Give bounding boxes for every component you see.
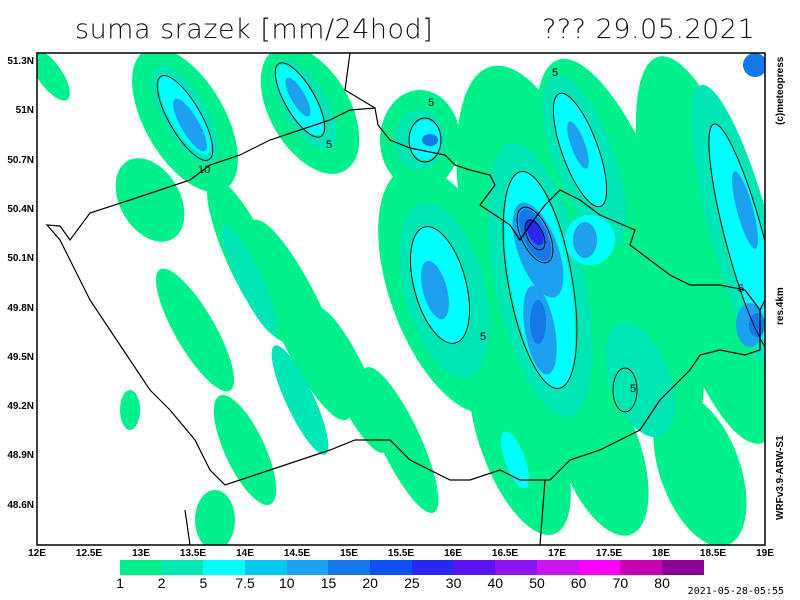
lon-tick-label: 13.5E xyxy=(179,548,207,559)
lat-tick-label: 49.5N xyxy=(7,351,34,363)
lat-tick-label: 48.9N xyxy=(7,450,34,462)
colorbar-swatch xyxy=(411,560,454,575)
map-date: ??? 29.05.2021 xyxy=(542,14,756,45)
copyright-label: (c)meteopress xyxy=(775,56,786,125)
contour-label: 5 xyxy=(428,97,434,109)
colorbar-label: 15 xyxy=(320,575,337,591)
lat-tick-label: 50.1N xyxy=(7,253,34,265)
colorbar-swatch xyxy=(578,560,621,575)
lon-tick-label: 16E xyxy=(444,548,462,559)
lat-tick-label: 49.2N xyxy=(7,401,34,413)
precipitation-fields xyxy=(37,53,765,545)
lon-tick-label: 13E xyxy=(132,548,150,559)
lon-tick-label: 18.5E xyxy=(699,548,727,559)
colorbar-label: 7.5 xyxy=(235,575,255,591)
resolution-label: res.4km xyxy=(775,287,786,325)
colorbar-swatch xyxy=(661,560,704,575)
lat-tick-label: 48.6N xyxy=(7,499,34,511)
map-frame xyxy=(36,52,766,546)
contour-label: 10 xyxy=(198,164,210,176)
lon-tick-label: 15E xyxy=(340,548,358,559)
colorbar-label: 60 xyxy=(570,575,587,591)
colorbar-label: 5 xyxy=(199,575,208,591)
colorbar-swatch xyxy=(453,560,496,575)
contour-label: 5 xyxy=(630,383,636,395)
lat-tick-label: 50.7N xyxy=(7,154,34,166)
colorbar-label: 2 xyxy=(157,575,166,591)
colorbar-label: 25 xyxy=(404,575,420,591)
colorbar-label: 40 xyxy=(487,575,504,591)
lon-tick-label: 14.5E xyxy=(283,548,311,559)
colorbar-label: 10 xyxy=(279,575,295,591)
lon-tick-label: 12E xyxy=(28,548,46,559)
colorbar-label: 80 xyxy=(654,575,670,591)
precip-25mm xyxy=(526,218,544,246)
lat-tick-label: 49.8N xyxy=(7,302,34,314)
lon-tick-label: 17.5E xyxy=(595,548,623,559)
colorbar-swatch xyxy=(120,560,162,575)
colorbar xyxy=(120,560,704,575)
lon-tick-label: 18E xyxy=(652,548,670,559)
contours-5mm xyxy=(156,62,765,413)
lat-tick-label: 51N xyxy=(15,105,34,117)
country-borders xyxy=(45,53,765,545)
contour-label: 5 xyxy=(738,283,744,295)
colorbar-swatch xyxy=(495,560,537,575)
colorbar-swatch xyxy=(203,560,246,575)
colorbar-swatch xyxy=(370,560,412,575)
colorbar-label: 30 xyxy=(445,575,462,591)
contour-label: 5 xyxy=(326,139,332,151)
colorbar-label: 50 xyxy=(529,575,545,591)
lon-tick-label: 15.5E xyxy=(387,548,415,559)
map-title: suma srazek [mm/24hod] xyxy=(75,14,434,45)
colorbar-swatch xyxy=(536,560,579,575)
lon-tick-label: 16.5E xyxy=(491,548,519,559)
model-label: WRFv3.9-ARW-S1 xyxy=(775,435,786,520)
colorbar-label: 1 xyxy=(116,575,124,591)
colorbar-swatch xyxy=(161,560,204,575)
colorbar-swatch xyxy=(245,560,287,575)
contour-label: 5 xyxy=(480,331,486,343)
lat-tick-label: 50.4N xyxy=(7,203,34,215)
lon-tick-label: 19E xyxy=(756,548,774,559)
colorbar-swatch xyxy=(328,560,371,575)
lat-tick-label: 51.3N xyxy=(7,56,34,67)
colorbar-swatch xyxy=(286,560,329,575)
colorbar-label: 20 xyxy=(362,575,378,591)
timestamp: 2021-05-28-05:55 xyxy=(687,586,784,597)
lon-tick-label: 12.5E xyxy=(75,548,103,559)
lon-tick-label: 17E xyxy=(548,548,566,559)
lon-tick-label: 14E xyxy=(236,548,254,559)
contour-label: 5 xyxy=(552,67,558,79)
colorbar-label: 70 xyxy=(612,575,629,591)
colorbar-swatch xyxy=(620,560,662,575)
